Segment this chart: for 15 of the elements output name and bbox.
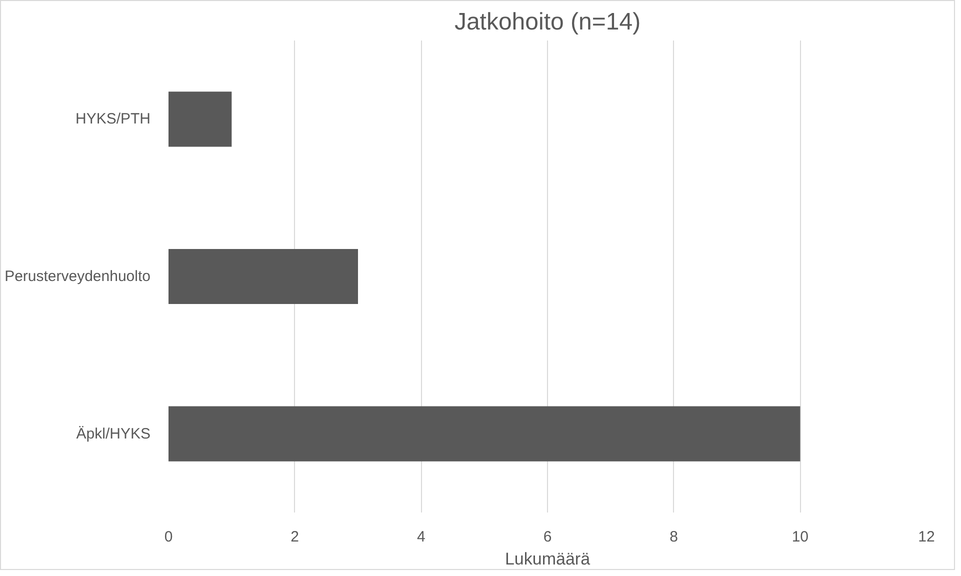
y-tick-label: Äpkl/HYKS	[76, 425, 151, 442]
bar	[168, 248, 358, 304]
x-axis-title: Lukumäärä	[504, 550, 591, 568]
x-tick-label: 12	[918, 528, 935, 546]
y-tick-label: Perusterveydenhuolto	[4, 268, 151, 285]
x-tick-label: 10	[792, 528, 809, 546]
x-tick-label: 8	[670, 528, 678, 546]
x-tick-label: 6	[543, 528, 552, 546]
x-tick-label: 2	[290, 528, 300, 546]
bar	[168, 406, 800, 462]
y-tick-label: HYKS/PTH	[75, 110, 150, 128]
x-tick-label: 0	[164, 528, 173, 546]
chart-title: Jatkohoito (n=14)	[454, 8, 641, 36]
bar	[168, 92, 232, 147]
x-tick-label: 4	[416, 528, 426, 546]
